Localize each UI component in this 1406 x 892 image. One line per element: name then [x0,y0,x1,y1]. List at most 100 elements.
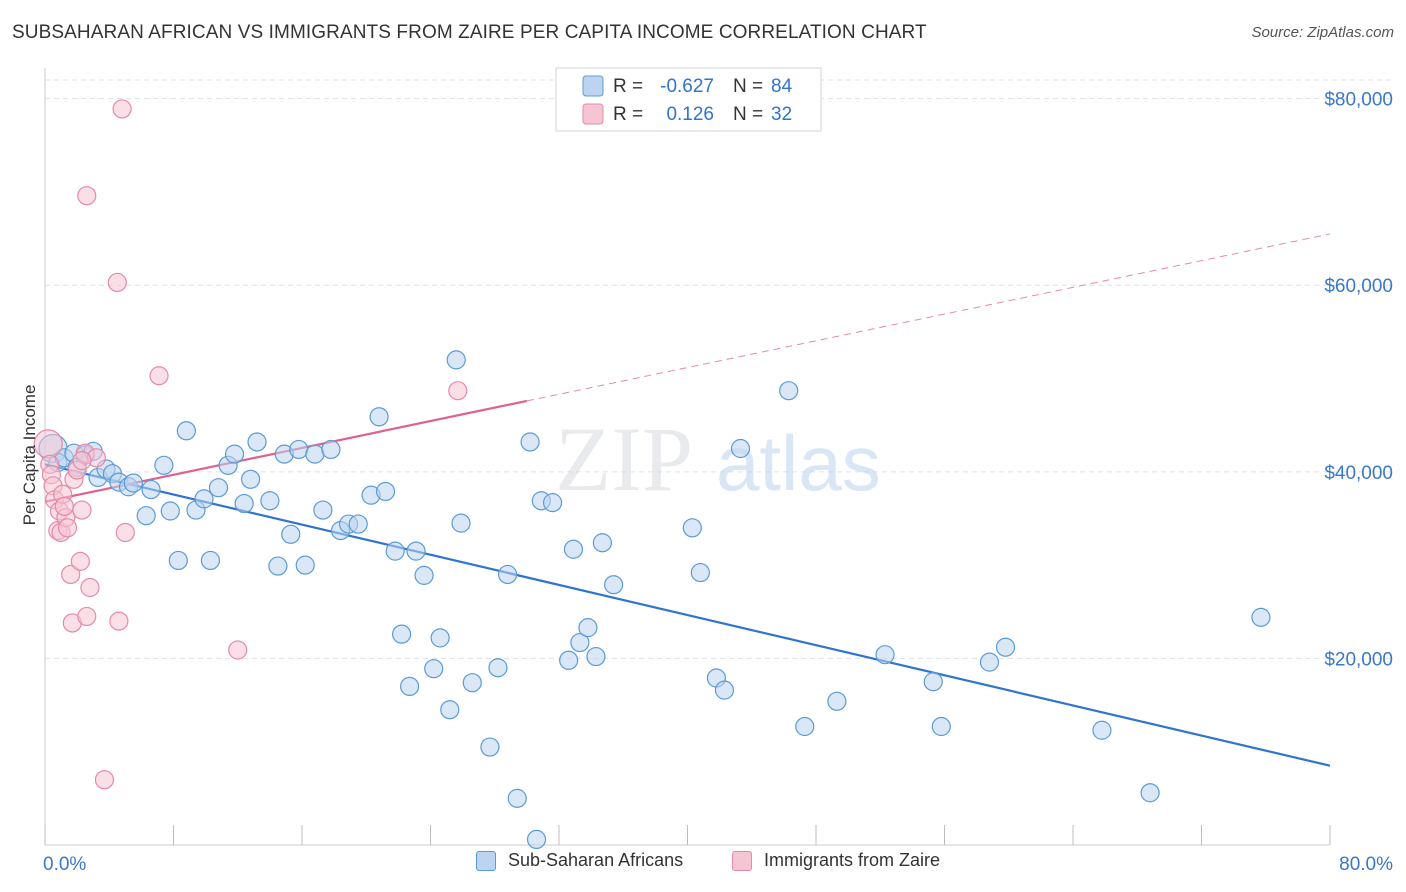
subsaharan-point-28 [260,491,280,511]
subsaharan-point-55 [488,658,508,678]
subsaharan-point-62 [559,650,579,670]
subsaharan-point-46 [406,541,426,561]
subsaharan-point-45 [400,676,420,697]
subsaharan-point-27 [247,432,267,452]
legend-n-label-2: N = [733,104,763,125]
y-axis-label: Per Capita Income [20,385,39,526]
zaire-point-18 [80,577,100,598]
subsaharan-point-13 [136,506,156,526]
subsaharan-point-73 [730,438,751,459]
legend-swatch-subsaharan [476,850,496,871]
legend-r-value-2: 0.126 [666,104,714,125]
zaire-point-30 [72,451,92,471]
subsaharan-point-12 [123,473,143,493]
zaire-point-14 [70,551,90,571]
y-tick-label-1: $40,000 [1324,463,1393,484]
y-tick-label-3: $80,000 [1324,90,1393,111]
legend-label-subsaharan: Sub-Saharan Africans [508,850,684,870]
zaire-point-24 [115,522,135,543]
subsaharan-point-58 [520,432,540,452]
y-tick-label-0: $20,000 [1324,649,1393,670]
subsaharan-point-75 [795,716,815,737]
subsaharan-point-17 [168,550,188,571]
zaire-point-21 [107,272,127,293]
zaire-point-27 [448,381,468,401]
legend-item-zaire[interactable]: Immigrants from Zaire [732,850,940,871]
legend-n-value-1: 84 [771,76,793,97]
zaire-point-26 [228,640,248,660]
subsaharan-point-68 [604,575,624,595]
zaire-point-17 [77,186,97,206]
subsaharan-point-69 [682,518,702,538]
legend-swatch-blue [582,75,604,97]
zaire-point-23 [112,99,132,119]
watermark-atlas: atlas [716,419,881,507]
subsaharan-point-77 [875,645,895,665]
subsaharan-point-31 [281,524,301,544]
legend-swatch-zaire [732,850,752,871]
legend-swatch-pink [582,103,604,125]
subsaharan-point-63 [563,539,584,559]
subsaharan-point-64 [570,632,590,653]
subsaharan-point-43 [385,541,405,561]
subsaharan-point-70 [690,562,710,583]
zaire-point-15 [72,500,92,520]
zaire-point-20 [94,770,115,790]
subsaharan-point-78 [923,672,943,692]
subsaharan-point-49 [430,628,450,648]
subsaharan-point-39 [348,514,368,534]
x-tick-label-end: 80.0% [1339,854,1393,875]
subsaharan-point-65 [578,618,598,638]
subsaharan-point-81 [995,637,1016,657]
zaire-point-29 [77,606,97,627]
subsaharan-point-56 [498,564,518,585]
y-tick-label-2: $60,000 [1324,276,1393,297]
subsaharan-point-79 [931,716,951,737]
x-tick-label-start: 0.0% [43,854,86,875]
chart-title: SUBSAHARAN AFRICAN VS IMMIGRANTS FROM ZA… [12,22,927,43]
subsaharan-point-24 [224,444,245,464]
subsaharan-point-67 [592,533,612,553]
zaire-point-31 [54,496,74,516]
subsaharan-point-59 [526,829,547,850]
grid-lines [45,79,1393,659]
subsaharan-point-80 [979,652,1000,672]
subsaharan-point-14 [141,479,161,500]
subsaharan-point-34 [305,444,325,464]
data-points [33,99,1271,850]
zaire-point-25 [149,366,169,386]
subsaharan-point-47 [414,565,434,585]
subsaharan-point-16 [160,501,180,521]
subsaharan-point-76 [827,691,847,711]
legend-r-label-2: R = [613,104,643,125]
subsaharan-point-74 [779,381,799,401]
legend-r-value-1: -0.627 [660,76,714,97]
subsaharan-point-15 [154,455,174,475]
subsaharan-point-48 [424,659,444,679]
subsaharan-point-18 [176,421,196,441]
zaire-trend-extension [526,233,1331,402]
correlation-legend: R = -0.627 N = 84 R = 0.126 N = 32 [555,67,822,132]
subsaharan-point-84 [1251,607,1271,627]
subsaharan-point-21 [200,550,221,571]
subsaharan-point-50 [440,700,460,720]
subsaharan-point-25 [234,493,254,514]
subsaharan-point-20 [194,489,214,509]
y-tick-labels: $20,000 $40,000 $60,000 $80,000 [1324,90,1393,671]
subsaharan-point-36 [321,439,341,460]
subsaharan-point-44 [391,624,412,644]
subsaharan-point-41 [369,407,389,427]
subsaharan-point-52 [451,513,471,533]
subsaharan-point-66 [586,646,606,667]
subsaharan-point-26 [241,469,261,489]
legend-item-subsaharan[interactable]: Sub-Saharan Africans [476,850,683,871]
legend-label-zaire: Immigrants from Zaire [764,850,941,870]
subsaharan-point-42 [375,481,396,502]
subsaharan-point-22 [208,478,229,498]
subsaharan-point-83 [1140,783,1160,803]
subsaharan-point-57 [507,788,527,808]
zaire-point-10 [57,518,78,538]
subsaharan-point-35 [313,500,333,520]
legend-n-label-1: N = [733,76,763,97]
